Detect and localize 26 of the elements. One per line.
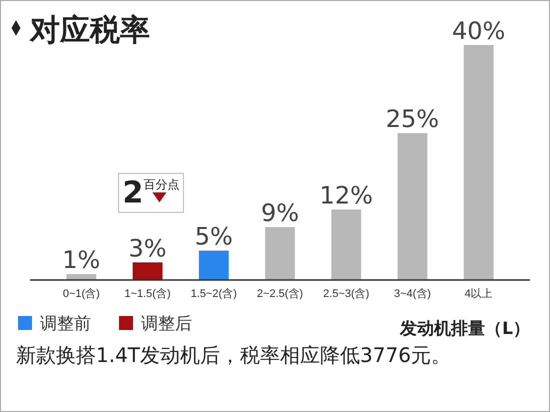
data-label: 25% xyxy=(386,105,440,134)
data-label: 1% xyxy=(62,246,100,274)
x-tick-label: 1~1.5(含) xyxy=(124,286,171,300)
bar xyxy=(132,262,162,280)
legend-label: 调整前 xyxy=(40,314,91,334)
bar xyxy=(265,227,295,280)
x-tick-label: 0~1(含) xyxy=(62,286,100,300)
legend-label: 调整后 xyxy=(141,314,192,334)
bar xyxy=(66,274,96,280)
data-label: 40% xyxy=(452,17,506,45)
text: 新款换搭1.4T发动机后，税率相应降低3776元。 xyxy=(16,343,451,367)
x-tick-label: 3~4(含) xyxy=(394,286,431,300)
x-tick-label: 2~2.5(含) xyxy=(256,286,304,300)
bar xyxy=(398,133,428,280)
data-label: 12% xyxy=(320,182,373,210)
x-tick-label: 2.5~3(含) xyxy=(323,286,370,300)
bar xyxy=(198,250,229,280)
data-label: 9% xyxy=(260,199,300,228)
data-label: 3% xyxy=(128,234,167,262)
x-axis-title: 发动机排量（L） xyxy=(399,319,530,339)
chart-title: 对应税率 xyxy=(29,13,150,48)
bar xyxy=(331,210,362,280)
bar xyxy=(464,45,494,280)
x-tick-label: 4以上 xyxy=(464,286,493,300)
x-tick-label: 1.5~2(含) xyxy=(190,286,237,300)
data-label: 5% xyxy=(194,222,233,251)
